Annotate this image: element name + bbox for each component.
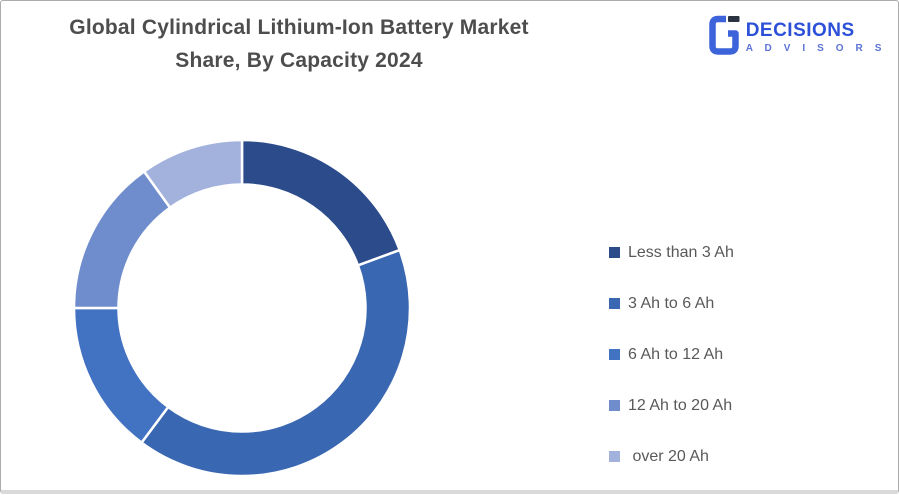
legend-label: 6 Ah to 12 Ah bbox=[628, 345, 724, 363]
legend-item: over 20 Ah bbox=[609, 431, 734, 482]
donut-segment-12-ah-to-20-ah bbox=[72, 170, 172, 310]
donut-segment-over-20-ah bbox=[142, 138, 244, 209]
legend-label: Less than 3 Ah bbox=[628, 243, 734, 261]
brand-wordmark: DECISIONS bbox=[745, 20, 855, 41]
brand-text: DECISIONS A D V I S O R S bbox=[746, 14, 886, 55]
legend-label: 12 Ah to 20 Ah bbox=[628, 396, 733, 414]
legend-label: 3 Ah to 6 Ah bbox=[628, 294, 715, 312]
legend-swatch bbox=[609, 349, 620, 360]
legend-label: over 20 Ah bbox=[628, 447, 709, 465]
legend-swatch bbox=[609, 298, 620, 309]
brand-logo: DECISIONS A D V I S O R S bbox=[708, 14, 886, 56]
legend-item: 3 Ah to 6 Ah bbox=[609, 278, 734, 329]
legend-swatch bbox=[609, 400, 620, 411]
page-title-line2: Share, By Capacity 2024 bbox=[175, 49, 423, 72]
decisions-g-icon bbox=[708, 15, 740, 55]
legend-item: 6 Ah to 12 Ah bbox=[609, 329, 734, 380]
legend-item: 12 Ah to 20 Ah bbox=[609, 380, 734, 431]
donut-segment-3-ah-to-6-ah bbox=[140, 248, 412, 478]
legend-item: Less than 3 Ah bbox=[609, 227, 734, 278]
donut-segment-6-ah-to-12-ah bbox=[72, 306, 170, 444]
donut-segment-less-than-3-ah bbox=[240, 138, 401, 267]
page-title: Global Cylindrical Lithium-Ion Battery M… bbox=[19, 11, 579, 77]
brand-subtitle: A D V I S O R S bbox=[745, 43, 886, 54]
legend-swatch bbox=[609, 247, 620, 258]
page-title-line1: Global Cylindrical Lithium-Ion Battery M… bbox=[69, 16, 529, 39]
chart-legend: Less than 3 Ah 3 Ah to 6 Ah 6 Ah to 12 A… bbox=[609, 227, 734, 482]
legend-swatch bbox=[609, 451, 620, 462]
